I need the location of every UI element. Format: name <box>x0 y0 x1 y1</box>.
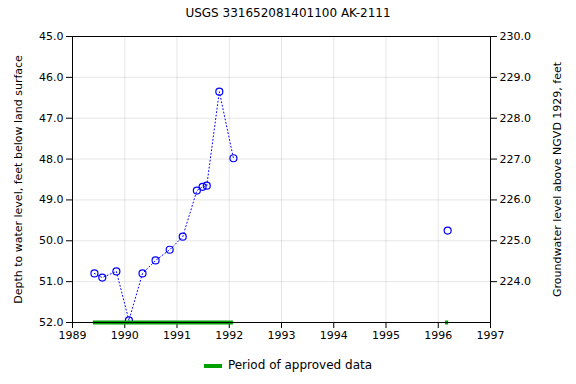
svg-text:Groundwater level above NGVD 1: Groundwater level above NGVD 1929, feet <box>551 61 564 297</box>
svg-text:226.0: 226.0 <box>500 193 532 206</box>
svg-text:1991: 1991 <box>163 329 191 342</box>
svg-text:51.0: 51.0 <box>39 275 64 288</box>
svg-text:1993: 1993 <box>268 329 296 342</box>
svg-text:1997: 1997 <box>477 329 505 342</box>
svg-text:230.0: 230.0 <box>500 30 532 43</box>
svg-text:1995: 1995 <box>372 329 400 342</box>
html-text:USGS 331652081401100 AK-2111: USGS 331652081401100 AK-2111 <box>185 6 391 20</box>
svg-text:50.0: 50.0 <box>39 234 64 247</box>
svg-text:228.0: 228.0 <box>500 112 532 125</box>
svg-text:227.0: 227.0 <box>500 153 532 166</box>
svg-text:47.0: 47.0 <box>39 112 64 125</box>
svg-text:46.0: 46.0 <box>39 71 64 84</box>
html-text:Period of approved data: Period of approved data <box>227 358 373 372</box>
svg-text:1994: 1994 <box>320 329 348 342</box>
svg-text:1992: 1992 <box>215 329 243 342</box>
svg-text:1989: 1989 <box>59 329 87 342</box>
svg-text:Depth to water level, feet bel: Depth to water level, feet below land su… <box>12 55 25 304</box>
svg-text:52.0: 52.0 <box>39 316 64 329</box>
svg-text:45.0: 45.0 <box>39 30 64 43</box>
svg-text:225.0: 225.0 <box>500 234 532 247</box>
svg-text:1990: 1990 <box>111 329 139 342</box>
svg-text:224.0: 224.0 <box>500 275 532 288</box>
svg-text:1996: 1996 <box>424 329 452 342</box>
svg-text:229.0: 229.0 <box>500 71 532 84</box>
svg-text:49.0: 49.0 <box>39 193 64 206</box>
svg-text:48.0: 48.0 <box>39 153 64 166</box>
